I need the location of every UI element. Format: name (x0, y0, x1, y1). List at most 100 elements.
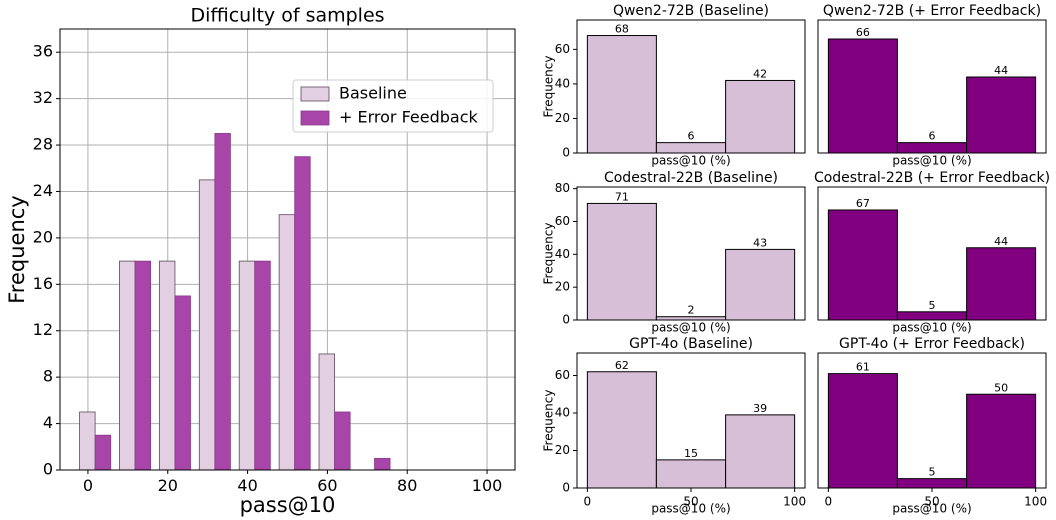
bar (254, 260, 271, 471)
bar (318, 353, 335, 471)
y-tick-label: 60 (555, 42, 570, 56)
y-tick-label: 60 (555, 368, 570, 382)
legend-label: Baseline (339, 84, 407, 103)
bar (238, 260, 256, 471)
y-axis-label: Frequency (542, 56, 556, 118)
x-tick-label: 100 (1024, 494, 1047, 508)
x-tick-label: 0 (825, 494, 833, 508)
bar (966, 393, 1037, 489)
bar (896, 478, 968, 489)
bar (586, 35, 657, 154)
x-tick-label: 50 (683, 494, 698, 508)
chart-title: Qwen2-72B (Baseline) (613, 3, 769, 19)
chart-title: GPT-4o (Baseline) (629, 336, 753, 352)
value-label: 62 (615, 359, 629, 372)
y-tick-label: 0 (562, 146, 570, 160)
bar (896, 142, 968, 154)
y-tick-label: 16 (33, 274, 53, 293)
bar (198, 179, 216, 471)
y-tick-label: 40 (555, 76, 570, 90)
plot-frame (817, 186, 1047, 321)
bar (79, 411, 96, 471)
y-tick-label: 28 (33, 135, 53, 154)
chart-title: Difficulty of samples (190, 5, 384, 27)
value-label: 5 (929, 466, 936, 479)
x-axis-label: pass@10 (%) (651, 154, 730, 168)
y-tick-label: 0 (43, 460, 53, 479)
bar (827, 38, 898, 154)
plot-frame (59, 28, 516, 471)
y-tick-label: 24 (33, 181, 53, 200)
bar (294, 156, 311, 471)
value-label: 5 (929, 299, 936, 312)
value-label: 44 (994, 235, 1008, 248)
y-tick-label: 12 (33, 320, 53, 339)
x-axis-label: pass@10 (%) (651, 321, 730, 335)
x-tick-label: 40 (237, 476, 257, 495)
y-tick-label: 36 (33, 42, 53, 61)
y-tick-label: 20 (33, 227, 53, 246)
y-tick-label: 32 (33, 88, 53, 107)
value-label: 6 (688, 130, 695, 143)
value-label: 6 (929, 130, 936, 143)
y-tick-label: 0 (562, 481, 570, 495)
x-axis-label: pass@10 (%) (651, 502, 730, 516)
plot-frame (576, 186, 806, 321)
value-label: 39 (753, 402, 767, 415)
x-tick-label: 80 (397, 476, 417, 495)
plot-frame (576, 352, 806, 489)
x-tick-label: 0 (83, 476, 93, 495)
bar (586, 202, 657, 321)
bar (827, 209, 898, 321)
bar (119, 260, 136, 471)
bar (966, 76, 1037, 154)
bar (94, 434, 112, 471)
value-label: 2 (688, 304, 695, 317)
bar (966, 247, 1037, 321)
x-tick-label: 50 (924, 494, 939, 508)
value-label: 43 (753, 236, 767, 249)
bar (725, 79, 796, 154)
y-tick-label: 8 (43, 367, 53, 386)
bar (278, 214, 296, 471)
value-label: 71 (615, 190, 629, 203)
bar (586, 371, 657, 489)
bar (334, 411, 351, 471)
bar (896, 311, 968, 321)
bar (158, 260, 176, 471)
bar (725, 248, 796, 321)
plot-frame (817, 19, 1047, 154)
value-label: 15 (684, 447, 698, 460)
x-axis-label: pass@10 (%) (892, 154, 971, 168)
x-axis-label: pass@10 (%) (892, 502, 971, 516)
bar (725, 414, 796, 489)
chart-title: Codestral-22B (Baseline) (604, 170, 778, 186)
y-tick-label: 60 (555, 214, 570, 228)
value-label: 61 (856, 361, 870, 374)
bar (655, 459, 727, 489)
y-tick-label: 20 (555, 280, 570, 294)
y-tick-label: 40 (555, 406, 570, 420)
plot-frame (576, 19, 806, 154)
bar (134, 260, 152, 471)
value-label: 44 (994, 64, 1008, 77)
y-axis-label: Frequency (5, 195, 29, 304)
bar (827, 373, 898, 489)
x-tick-label: 0 (584, 494, 592, 508)
x-axis-label: pass@10 (240, 493, 336, 517)
legend-label: + Error Feedback (339, 108, 479, 127)
x-tick-label: 100 (472, 476, 503, 495)
y-tick-label: 20 (555, 443, 570, 457)
y-axis-label: Frequency (542, 223, 556, 285)
value-label: 50 (994, 381, 1008, 394)
legend-box (292, 79, 494, 133)
x-tick-label: 60 (317, 476, 337, 495)
legend-swatch (300, 110, 330, 126)
plot-frame (817, 352, 1047, 489)
bar (174, 295, 191, 471)
x-tick-label: 100 (783, 494, 806, 508)
legend-swatch (300, 86, 330, 102)
bar (374, 457, 391, 471)
x-tick-label: 20 (158, 476, 178, 495)
